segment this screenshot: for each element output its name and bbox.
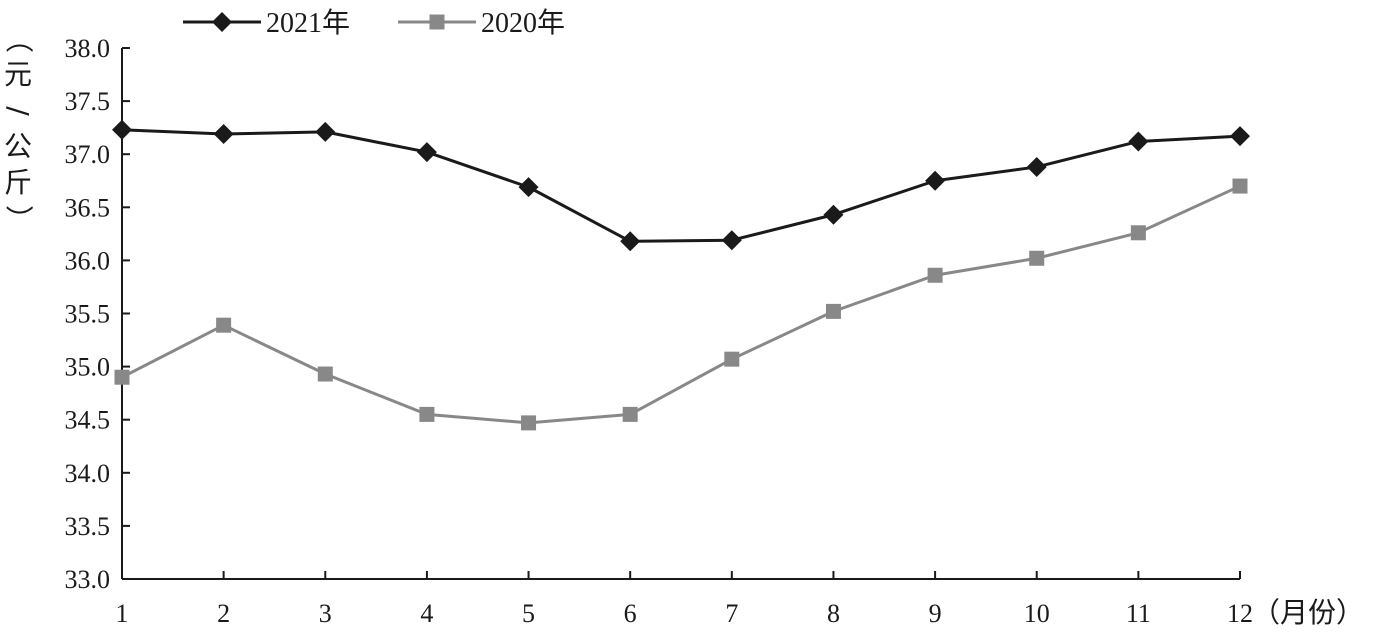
y-tick-label: 35.0	[65, 353, 111, 382]
series-2021年	[112, 119, 1250, 252]
data-point	[213, 124, 234, 145]
data-point	[114, 369, 130, 385]
y-tick-label: 33.5	[65, 512, 111, 541]
y-unit-char: 公	[4, 130, 32, 163]
data-point	[518, 177, 539, 198]
data-point	[1232, 178, 1248, 194]
axes: 33.0 33.5 34.0 34.5 35.0 35.5 36.0 36.5 37.0 37.5…	[65, 34, 1254, 628]
x-tick-label: 8	[827, 599, 840, 628]
x-tick-label: 12	[1227, 599, 1253, 628]
data-point	[724, 351, 740, 367]
y-tick-label: 37.5	[65, 87, 111, 116]
series-layer	[112, 119, 1250, 431]
x-axis-unit-label: （月份）	[1252, 596, 1364, 629]
data-point	[216, 317, 232, 333]
data-point	[721, 230, 742, 251]
x-tick-label: 7	[725, 599, 738, 628]
x-tick-label: 9	[929, 599, 942, 628]
data-point	[823, 204, 844, 225]
data-point	[112, 119, 132, 140]
x-tick-label: 10	[1024, 599, 1050, 628]
data-point	[1029, 250, 1045, 266]
data-point	[825, 303, 841, 319]
legend-label: 2021年	[266, 7, 350, 39]
x-tick-label: 11	[1126, 599, 1151, 628]
data-point	[620, 231, 641, 252]
y-unit-char: 元	[4, 58, 32, 91]
legend-item: 2021年	[183, 7, 350, 39]
x-tick-label: 6	[624, 599, 637, 628]
data-point	[925, 170, 946, 191]
data-point	[622, 406, 638, 422]
legend-marker	[429, 14, 445, 30]
y-tick-label: 38.0	[65, 34, 111, 63]
y-tick-label: 34.0	[65, 459, 111, 488]
series-2020年	[114, 178, 1248, 431]
y-unit-char: /	[2, 106, 35, 116]
y-tick-label: 35.5	[65, 300, 111, 329]
y-axis-unit-label: （ 元 / 公斤 ）	[2, 25, 35, 233]
x-tick-label: 1	[116, 599, 129, 628]
data-point	[1026, 156, 1047, 177]
y-unit-char: ）	[2, 205, 35, 233]
legend-label: 2020年	[481, 7, 565, 39]
x-tick-label: 5	[522, 599, 535, 628]
data-point	[1130, 225, 1146, 241]
legend: 2021年 2020年	[183, 7, 565, 39]
x-tick-label: 3	[319, 599, 332, 628]
data-point	[1230, 126, 1250, 147]
data-point	[315, 121, 336, 142]
x-tick-label: 2	[217, 599, 230, 628]
y-tick-label: 36.0	[65, 246, 111, 275]
series-line	[121, 184, 1241, 425]
data-point	[416, 142, 437, 163]
y-unit-char: 斤	[4, 166, 32, 199]
series-line	[121, 128, 1241, 243]
data-point	[1128, 131, 1149, 152]
y-tick-label: 34.5	[65, 406, 111, 435]
y-tick-label: 37.0	[65, 140, 111, 169]
y-tick-label: 36.5	[65, 193, 111, 222]
legend-marker	[212, 12, 232, 32]
data-point	[317, 366, 333, 382]
x-tick-label: 4	[420, 599, 433, 628]
y-tick-label: 33.0	[65, 565, 111, 594]
y-unit-char: （	[2, 25, 35, 53]
data-point	[521, 415, 537, 431]
data-point	[927, 267, 943, 283]
legend-item: 2020年	[398, 7, 565, 39]
data-point	[419, 406, 435, 422]
